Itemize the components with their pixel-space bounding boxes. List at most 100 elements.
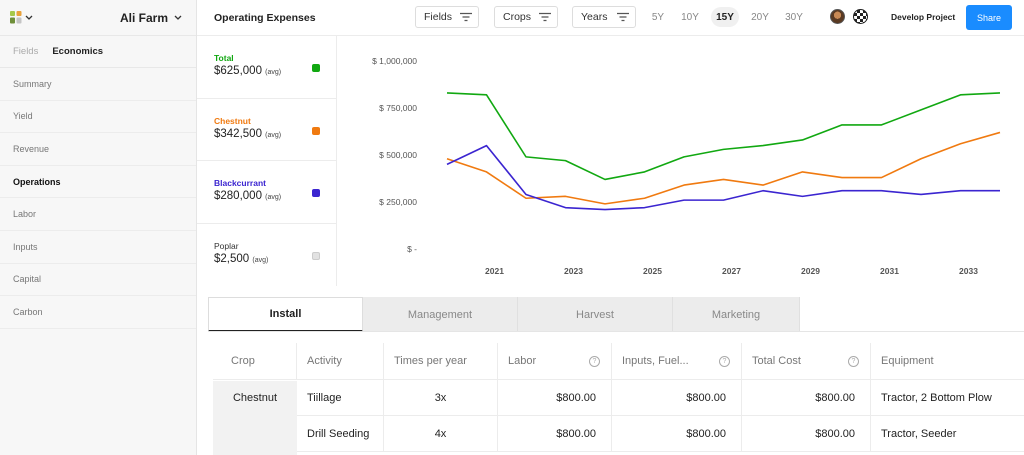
chart-legend: Total $625,000 (avg) Chestnut $342,500 (…	[197, 36, 337, 286]
range-30y[interactable]: 30Y	[785, 11, 803, 23]
tab-management[interactable]: Management	[363, 297, 518, 332]
develop-project-link[interactable]: Develop Project	[891, 12, 956, 22]
x-tick-label: 2027	[722, 266, 741, 276]
table-row[interactable]: Tiillage 3x $800.00 $800.00 $800.00 Trac…	[213, 380, 1024, 416]
total-cost-cell: $800.00	[742, 416, 871, 451]
legend-item-total[interactable]: Total $625,000 (avg)	[197, 36, 336, 99]
range-20y[interactable]: 20Y	[751, 11, 769, 23]
sidebar-item-labor[interactable]: Labor	[0, 198, 196, 231]
activity-cell: Tiillage	[297, 380, 384, 415]
sidebar-item-operations[interactable]: Operations	[0, 166, 196, 199]
help-icon[interactable]: ?	[589, 355, 600, 367]
years-filter-button[interactable]: Years	[572, 6, 636, 28]
series-line-blackcurrant	[446, 144, 1000, 211]
operating-expenses-chart: $ - $ 250,000 $ 500,000 $ 750,000 $ 1,000,00…	[372, 56, 1001, 276]
legend-value: $280,000	[214, 190, 262, 202]
fields-filter-label: Fields	[424, 11, 453, 23]
y-tick-label: $ -	[407, 244, 417, 254]
tab-marketing[interactable]: Marketing	[673, 297, 800, 332]
chevron-down-icon	[25, 15, 33, 20]
years-filter-label: Years	[581, 11, 608, 23]
sidebar-tab-economics[interactable]: Economics	[52, 46, 104, 57]
legend-value-row: $625,000 (avg)	[214, 65, 336, 77]
legend-value-row: $280,000 (avg)	[214, 190, 336, 202]
legend-name: Blackcurrant	[214, 178, 266, 188]
legend-toggle[interactable]	[312, 251, 320, 260]
times-cell: 4x	[384, 416, 498, 451]
user-avatar[interactable]	[830, 9, 845, 24]
legend-toggle[interactable]	[312, 64, 320, 72]
column-header-label: Total Cost	[752, 355, 801, 367]
sidebar-tabs: Fields Economics	[0, 36, 196, 68]
sidebar-item-revenue[interactable]: Revenue	[0, 133, 196, 166]
column-header-total-cost: Total Cost ?	[742, 343, 871, 379]
divider	[208, 331, 1024, 332]
farm-name: Ali Farm	[119, 10, 168, 25]
column-header-labor: Labor ?	[498, 343, 612, 379]
legend-item-poplar[interactable]: Poplar $2,500 (avg)	[197, 224, 336, 287]
legend-avg: (avg)	[265, 131, 282, 139]
inputs-cell: $800.00	[612, 416, 742, 451]
filter-icon	[460, 12, 472, 22]
range-10y[interactable]: 10Y	[681, 11, 699, 23]
crops-filter-button[interactable]: Crops	[494, 6, 558, 28]
grid-logo-icon	[10, 11, 22, 24]
column-header-label: Inputs, Fuel...	[622, 355, 689, 367]
sidebar-header: Ali Farm	[0, 0, 196, 36]
legend-toggle[interactable]	[312, 126, 320, 135]
activity-cell: Drill Seeding	[297, 416, 384, 451]
range-15y[interactable]: 15Y	[711, 7, 739, 27]
y-tick-label: $ 500,000	[379, 150, 417, 160]
sidebar-item-yield[interactable]: Yield	[0, 101, 196, 134]
x-tick-label: 2023	[564, 266, 583, 276]
crops-filter-label: Crops	[503, 11, 532, 23]
sidebar-item-summary[interactable]: Summary	[0, 68, 196, 101]
legend-item-chestnut[interactable]: Chestnut $342,500 (avg)	[197, 99, 336, 161]
sidebar-item-carbon[interactable]: Carbon	[0, 296, 196, 329]
sidebar-item-inputs[interactable]: Inputs	[0, 231, 196, 264]
filter-icon	[617, 12, 629, 22]
y-tick-label: $ 250,000	[379, 197, 417, 207]
legend-item-blackcurrant[interactable]: Blackcurrant $280,000 (avg)	[197, 161, 336, 224]
column-header-crop: Crop	[213, 343, 297, 379]
collaborator-avatar[interactable]	[853, 9, 868, 24]
legend-value: $2,500	[214, 252, 250, 265]
legend-value: $342,500	[214, 127, 262, 140]
legend-value-row: $2,500 (avg)	[214, 253, 336, 265]
column-header-activity: Activity	[297, 343, 384, 379]
equipment-cell: Tractor, Seeder	[881, 427, 957, 440]
farm-selector[interactable]: Ali Farm	[120, 11, 182, 25]
sidebar-tab-fields[interactable]: Fields	[13, 46, 39, 57]
table-header: Crop Activity Times per year Labor ? Inp…	[213, 343, 1024, 380]
labor-cell: $800.00	[498, 416, 612, 451]
table-row[interactable]: Drill Seeding 4x $800.00 $800.00 $800.00…	[213, 416, 1024, 452]
total-cost-cell: $800.00	[742, 380, 871, 415]
tab-install[interactable]: Install	[208, 297, 363, 332]
x-tick-label: 2029	[801, 266, 820, 276]
page-title: Operating Expenses	[214, 11, 316, 24]
help-icon[interactable]: ?	[719, 355, 730, 367]
sidebar-item-capital[interactable]: Capital	[0, 264, 196, 297]
legend-name: Total	[214, 53, 234, 63]
fields-filter-button[interactable]: Fields	[415, 6, 479, 28]
range-5y[interactable]: 5Y	[651, 11, 665, 23]
operation-tabs: Install Management Harvest Marketing	[208, 297, 800, 332]
tab-harvest[interactable]: Harvest	[518, 297, 673, 332]
sidebar: Ali Farm Fields Economics Summary Yield …	[0, 0, 197, 455]
column-header-times: Times per year	[384, 343, 498, 379]
series-line-chestnut	[446, 131, 1001, 205]
column-header-label: Labor	[508, 355, 537, 367]
legend-toggle[interactable]	[312, 189, 320, 197]
share-button[interactable]: Share	[966, 5, 1012, 30]
filter-icon	[539, 12, 551, 22]
legend-avg: (avg)	[265, 194, 282, 201]
inputs-cell: $800.00	[612, 380, 742, 415]
chevron-down-icon	[174, 15, 182, 20]
x-tick-label: 2031	[880, 266, 899, 276]
app-logo[interactable]	[10, 11, 33, 24]
times-cell: 3x	[384, 380, 498, 415]
crop-group-label: Chestnut	[213, 381, 297, 455]
series-line-total	[446, 92, 1001, 181]
help-icon[interactable]: ?	[848, 355, 859, 367]
